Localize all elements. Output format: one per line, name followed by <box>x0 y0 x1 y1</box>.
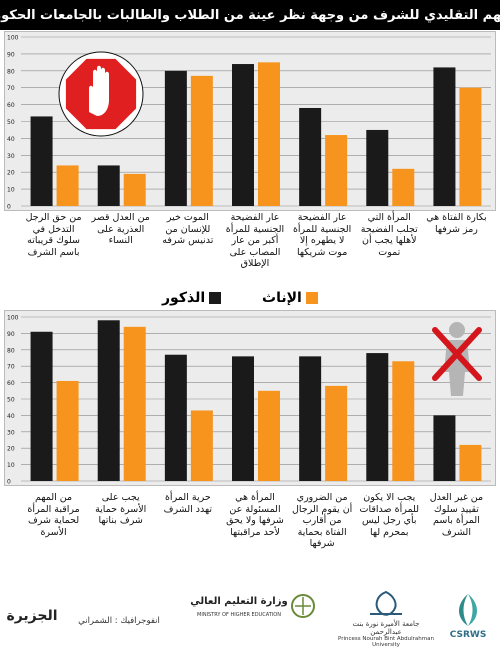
chart-bottom-svg: 0 10 20 30 40 50 60 70 80 90 100 <box>7 315 491 486</box>
top-bar-female <box>258 62 280 206</box>
legend: الإناث الذكور <box>0 290 500 308</box>
bottom-bar-male <box>433 415 456 481</box>
top-bar-female <box>459 87 482 206</box>
top-bar-female <box>325 135 348 206</box>
bottom-category-label: من غير العدل تقييد سلوك المرأة باسم الشر… <box>429 492 484 538</box>
top-bar-female <box>190 75 213 206</box>
bottom-category-label: يجب الا يكون للمرأة صداقات بأي رجل ليس ب… <box>359 492 420 538</box>
bottom-bar-male <box>299 356 322 481</box>
bottom-bar-female <box>123 326 146 481</box>
bottom-bar-female <box>190 410 213 481</box>
top-bar-female <box>392 168 415 206</box>
top-category-label: بكارة الفتاة هي رمز شرفها <box>426 212 487 235</box>
bottom-tick-label: 20 <box>7 446 15 453</box>
ministry-name-ar: وزارة التعليم العالي <box>190 596 288 607</box>
top-bar-female <box>123 173 146 206</box>
top-category-label: من حق الرجل التدخل في سلوك قريباته باسم … <box>25 212 82 258</box>
chart-top-categories: من حق الرجل التدخل في سلوك قريباته باسم … <box>0 212 500 286</box>
top-bar-male <box>366 129 389 206</box>
top-bar-male <box>30 116 53 206</box>
bottom-bar-male <box>30 331 53 481</box>
top-tick-label: 0 <box>7 204 11 211</box>
bottom-bar-female <box>258 390 280 481</box>
top-bar-male <box>299 107 322 206</box>
top-category-label: عار الفضيحة الجنسية للمرأة أكبر من عار ا… <box>225 212 285 269</box>
bottom-bar-female <box>392 361 415 481</box>
bottom-tick-label: 40 <box>7 413 15 420</box>
bottom-category-label: حرية المرأة تهدد الشرف <box>163 492 213 515</box>
bottom-category-label: المرأة هي المسئولة عن شرفها ولا يحق لأحد… <box>226 492 284 538</box>
hand-shape <box>89 65 109 116</box>
cross-stroke-2 <box>432 327 482 381</box>
ministry-name-en: MINISTRY OF HIGHER EDUCATION <box>197 612 281 618</box>
bottom-tick-label: 0 <box>7 479 11 486</box>
top-bar-male <box>433 67 456 206</box>
bottom-bar-female <box>325 385 348 481</box>
page-title: الفهم التقليدي للشرف من وجهة نظر عينة من… <box>0 0 500 30</box>
top-tick-label: 80 <box>7 68 15 75</box>
bottom-bar-female <box>459 444 482 481</box>
csrws-emblem-icon <box>459 594 477 626</box>
university-name-ar: جامعة الأميرة نورة بنت عبدالرحمن <box>352 620 420 636</box>
university-logo: جامعة الأميرة نورة بنت عبدالرحمن Princes… <box>336 590 436 648</box>
bottom-category-label: يجب على الأسرة حماية شرف بناتها <box>95 492 147 526</box>
bottom-tick-label: 80 <box>7 347 15 354</box>
top-tick-label: 70 <box>7 85 15 92</box>
bottom-bar-male <box>232 356 254 481</box>
legend-male: الذكور <box>162 290 222 306</box>
top-tick-label: 60 <box>7 102 15 109</box>
university-emblem-icon <box>370 590 402 616</box>
ministry-emblem-icon <box>291 594 315 618</box>
person-cross-icon <box>432 322 482 396</box>
top-tick-label: 50 <box>7 119 15 126</box>
top-tick-label: 20 <box>7 170 15 177</box>
top-category-label: عار الفضيحة الجنسية للمرأة لا يطهره إلا … <box>292 212 352 258</box>
bottom-tick-label: 30 <box>7 429 15 436</box>
legend-female-label: الإناث <box>262 290 302 306</box>
top-tick-label: 30 <box>7 153 15 160</box>
bottom-tick-label: 70 <box>7 364 15 371</box>
chart-top: 0 10 20 30 40 50 60 70 80 90 100 <box>4 31 496 211</box>
jazirah-logo: الجزيرة <box>6 608 58 624</box>
top-bar-male <box>232 64 254 206</box>
top-bar-male <box>97 165 120 206</box>
top-tick-label: 90 <box>7 51 15 58</box>
top-category-label: الموت خير للإنسان من تدنيس شرفه <box>162 212 214 246</box>
top-bar-female <box>56 165 79 206</box>
person-body <box>444 340 470 396</box>
bottom-bar-male <box>164 354 187 481</box>
legend-female-swatch <box>305 292 318 304</box>
legend-female: الإناث <box>262 290 318 306</box>
university-name-en: Princess Nourah Bint Abdulrahman Univers… <box>338 636 434 648</box>
bottom-tick-label: 100 <box>7 315 19 322</box>
infographic-credit: انفوجرافيك : الشمراني <box>78 616 160 626</box>
chart-bottom: 0 10 20 30 40 50 60 70 80 90 100 <box>4 310 496 486</box>
top-tick-label: 10 <box>7 187 15 194</box>
bottom-tick-label: 90 <box>7 331 15 338</box>
top-tick-label: 100 <box>7 35 19 42</box>
chart-top-svg: 0 10 20 30 40 50 60 70 80 90 100 <box>7 35 491 211</box>
csrws-logo-text: CSRWS <box>449 630 487 640</box>
stop-hand-icon <box>58 51 144 137</box>
bottom-bar-male <box>366 353 389 481</box>
footer: CSRWS جامعة الأميرة نورة بنت عبدالرحمن P… <box>0 588 500 648</box>
top-category-label: المرأة التي تجلب الفضيحة لأهلها يجب أن ت… <box>360 212 418 258</box>
legend-male-label: الذكور <box>162 290 206 306</box>
bottom-tick-label: 50 <box>7 397 15 404</box>
person-head <box>449 322 465 338</box>
legend-male-swatch <box>209 292 222 304</box>
bottom-category-label: من المهم مراقبة المرأة لحماية شرف الأسرة <box>27 492 80 538</box>
top-category-label: من العدل قصر العذرية على النساء <box>91 212 150 246</box>
top-bar-male <box>164 70 187 206</box>
csrws-logo: CSRWS <box>440 592 496 640</box>
bottom-bar-female <box>56 380 79 481</box>
bottom-tick-label: 10 <box>7 462 15 469</box>
top-tick-label: 40 <box>7 136 15 143</box>
chart-bottom-categories: من المهم مراقبة المرأة لحماية شرف الأسرة… <box>0 492 500 566</box>
bottom-category-label: من الضروري أن يقوم الرجال من أقارب الفتا… <box>291 492 353 549</box>
bottom-tick-label: 60 <box>7 380 15 387</box>
bottom-bar-male <box>97 320 120 481</box>
